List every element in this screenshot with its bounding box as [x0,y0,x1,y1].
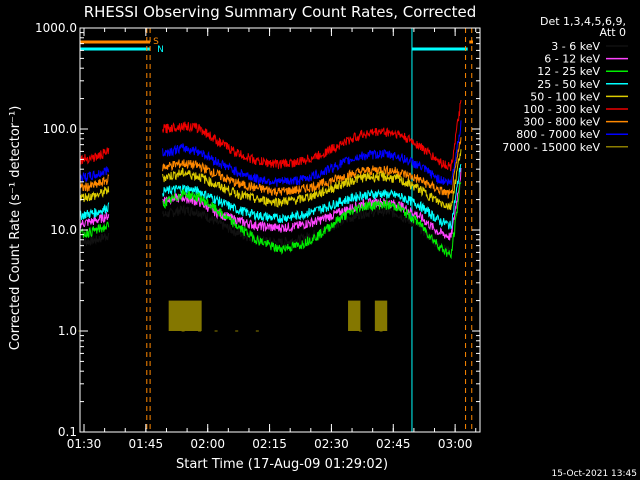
legend-label: 100 - 300 keV [523,103,600,116]
legend-header: Det 1,3,4,5,6,9,Att 0 [540,15,626,39]
x-tick-label: 02:15 [252,437,287,451]
x-tick-label: 02:00 [190,437,225,451]
footer-timestamp: 15-Oct-2021 13:45 [552,469,637,479]
series-line [79,137,462,199]
x-axis-label: Start Time (17-Aug-09 01:29:02) [176,457,388,472]
attenuator-burst [374,300,388,331]
flag-label-s: S [153,37,159,47]
axes: 0.1 1.0 10.0 100.0 1000.0 01:30 01:45 02:00 02:1… [35,21,481,451]
legend-label: 3 - 6 keV [551,40,600,53]
legend-label: 6 - 12 keV [544,53,600,66]
y-tick-label: 10.0 [50,223,77,237]
y-tick-label: 1.0 [58,324,77,338]
y-tick-label: 100.0 [43,122,77,136]
y-tick-label: 1000.0 [35,21,77,35]
series-line [79,163,462,230]
attenuator-burst [348,300,361,331]
legend-header-line: Det 1,3,4,5,6,9, [540,15,626,28]
legend-header-line: Att 0 [600,26,626,39]
legend-label: 25 - 50 keV [537,78,600,91]
flag-label-n: N [157,45,164,55]
x-tick-label: 01:30 [67,437,102,451]
chart-title: RHESSI Observing Summary Count Rates, Co… [84,3,477,21]
y-tick-label: 0.1 [58,425,77,439]
legend-label: 12 - 25 keV [537,65,600,78]
legend-label: 300 - 800 keV [523,116,600,129]
series-line [79,120,462,187]
legend-label: 800 - 7000 keV [516,128,600,141]
series-line [79,167,462,241]
series-line [79,100,462,172]
legend-label: 7000 - 15000 keV [502,141,600,154]
series-line [79,181,462,260]
series-line [79,149,462,211]
x-tick-label: 01:45 [129,437,164,451]
legend-label: 50 - 100 keV [530,90,600,103]
y-axis-label: Corrected Count Rate (s⁻¹ detector⁻¹) [8,106,23,351]
x-tick-label: 03:00 [438,437,473,451]
series-line [79,184,462,257]
x-tick-label: 02:45 [376,437,411,451]
attenuator-burst [168,300,202,331]
plot-area: SN [78,28,473,432]
x-tick-label: 02:30 [314,437,349,451]
